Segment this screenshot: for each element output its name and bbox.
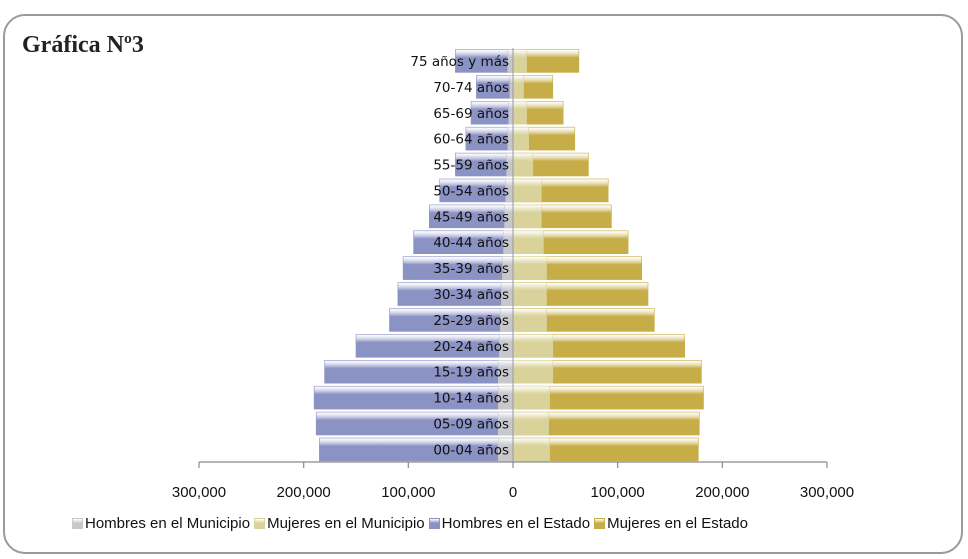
category-label-30-34-anos: 30-34 años [433, 287, 509, 303]
category-label-75-anos-y-mas: 75 años y más [410, 54, 509, 70]
legend-item-hombres-en-el-estado: Hombres en el Estado [428, 514, 591, 532]
bar-mujeres-en-el-municipio-75-anos-y-mas [512, 49, 527, 73]
legend-item-hombres-en-el-municipio: Hombres en el Municipio [72, 515, 250, 532]
category-label-60-64-anos: 60-64 años [433, 132, 509, 148]
category-label-45-49-anos: 45-49 años [433, 209, 509, 225]
category-label-65-69-anos: 65-69 años [433, 106, 509, 122]
legend-swatch [428, 517, 440, 529]
x-tick-label: 100,000 [381, 484, 435, 501]
bar-mujeres-en-el-municipio-10-14-anos [512, 385, 550, 410]
legend-label: Hombres en el Estado [441, 514, 591, 532]
legend-label: Mujeres en el Municipio [267, 514, 425, 532]
category-label-20-24-anos: 20-24 años [433, 339, 509, 355]
category-label-40-44-anos: 40-44 años [433, 235, 509, 251]
category-label-50-54-anos: 50-54 años [433, 183, 509, 199]
bar-mujeres-en-el-municipio-70-74-anos [512, 75, 524, 99]
x-tick-label: 200,000 [695, 484, 749, 501]
category-label-10-14-anos: 10-14 años [433, 391, 509, 407]
legend-swatch [72, 517, 83, 529]
legend-item-mujeres-en-el-municipio: Mujeres en el Municipio [254, 515, 425, 532]
bar-mujeres-en-el-municipio-30-34-anos [512, 282, 547, 306]
category-label-15-19-anos: 15-19 años [433, 365, 509, 381]
category-label-05-09-anos: 05-09 años [433, 417, 509, 433]
bar-mujeres-en-el-municipio-65-69-anos [512, 101, 527, 125]
category-label-25-29-anos: 25-29 años [433, 313, 509, 329]
x-tick-label: 200,000 [277, 484, 331, 501]
category-label-70-74-anos: 70-74 años [433, 80, 509, 96]
bar-mujeres-en-el-municipio-20-24-anos [512, 334, 554, 358]
legend-label: Hombres en el Municipio [85, 514, 251, 532]
x-tick-label: 300,000 [172, 484, 226, 501]
chart-legend: Hombres en el Municipio Mujeres en el Mun… [72, 513, 952, 533]
chart-title: Gráfica Nº3 [22, 32, 144, 58]
bar-mujeres-en-el-municipio-35-39-anos [512, 256, 547, 280]
bar-mujeres-en-el-municipio-40-44-anos [512, 230, 544, 255]
bar-mujeres-en-el-municipio-00-04-anos [512, 437, 550, 462]
bar-mujeres-en-el-municipio-50-54-anos [512, 178, 542, 203]
legend-label: Mujeres en el Estado [607, 514, 748, 532]
legend-item-mujeres-en-el-estado: Mujeres en el Estado [594, 515, 748, 532]
legend-swatch [594, 517, 606, 529]
category-label-55-59-anos: 55-59 años [433, 158, 509, 174]
bar-mujeres-en-el-municipio-55-59-anos [512, 152, 534, 177]
legend-swatch [254, 517, 266, 529]
bar-mujeres-en-el-municipio-60-64-anos [512, 126, 529, 151]
bar-mujeres-en-el-municipio-45-49-anos [512, 204, 542, 229]
x-tick-label: 100,000 [591, 484, 645, 501]
bar-hombres-en-el-municipio-65-69-anos [508, 101, 514, 125]
bar-mujeres-en-el-municipio-25-29-anos [512, 308, 547, 332]
bar-mujeres-en-el-municipio-05-09-anos [512, 411, 549, 436]
category-label-00-04-anos: 00-04 años [433, 442, 509, 458]
x-tick-label: 0 [509, 484, 517, 501]
bar-mujeres-en-el-municipio-15-19-anos [512, 359, 554, 384]
category-label-35-39-anos: 35-39 años [433, 261, 509, 277]
x-tick-label: 300,000 [800, 484, 854, 501]
